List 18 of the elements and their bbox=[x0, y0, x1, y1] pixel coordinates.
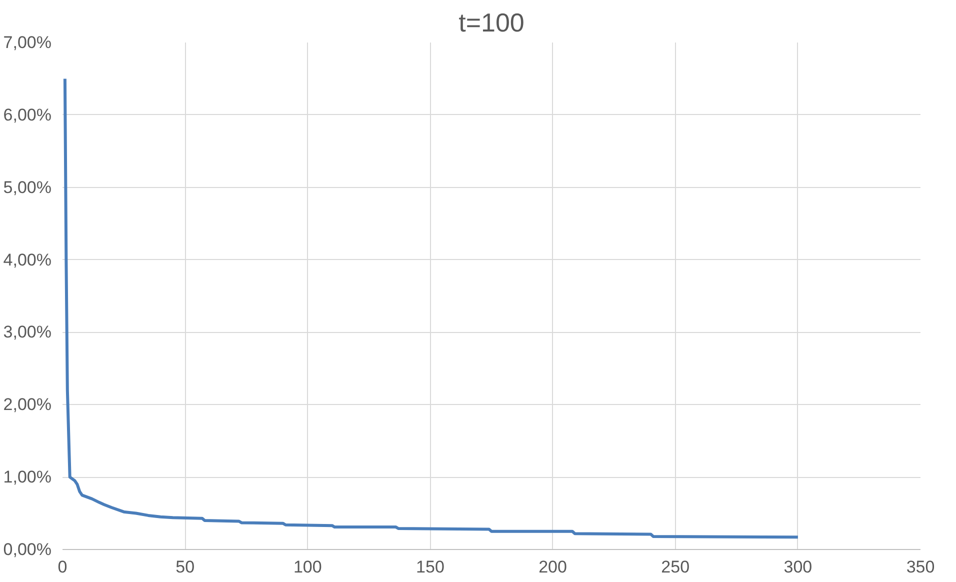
y-tick-label: 3,00% bbox=[3, 322, 52, 342]
x-tick-label: 100 bbox=[293, 558, 322, 576]
line-series bbox=[63, 77, 800, 539]
x-tick-label: 300 bbox=[784, 558, 812, 576]
x-tick-label: 200 bbox=[538, 558, 567, 576]
y-tick-label: 5,00% bbox=[3, 178, 52, 197]
x-tick-label: 0 bbox=[58, 558, 68, 576]
y-tick-label: 4,00% bbox=[3, 250, 52, 270]
x-tick-label: 50 bbox=[176, 558, 195, 576]
y-tick-label: 0,00% bbox=[3, 540, 52, 559]
y-tick-label: 1,00% bbox=[3, 468, 52, 487]
x-tick-label: 250 bbox=[661, 558, 690, 576]
y-tick-label: 7,00% bbox=[3, 33, 52, 52]
x-tick-label: 350 bbox=[906, 558, 935, 576]
x-tick-label: 150 bbox=[416, 558, 444, 576]
y-tick-label: 2,00% bbox=[3, 395, 52, 414]
chart-title: t=100 bbox=[458, 8, 524, 38]
y-tick-label: 6,00% bbox=[3, 105, 52, 124]
